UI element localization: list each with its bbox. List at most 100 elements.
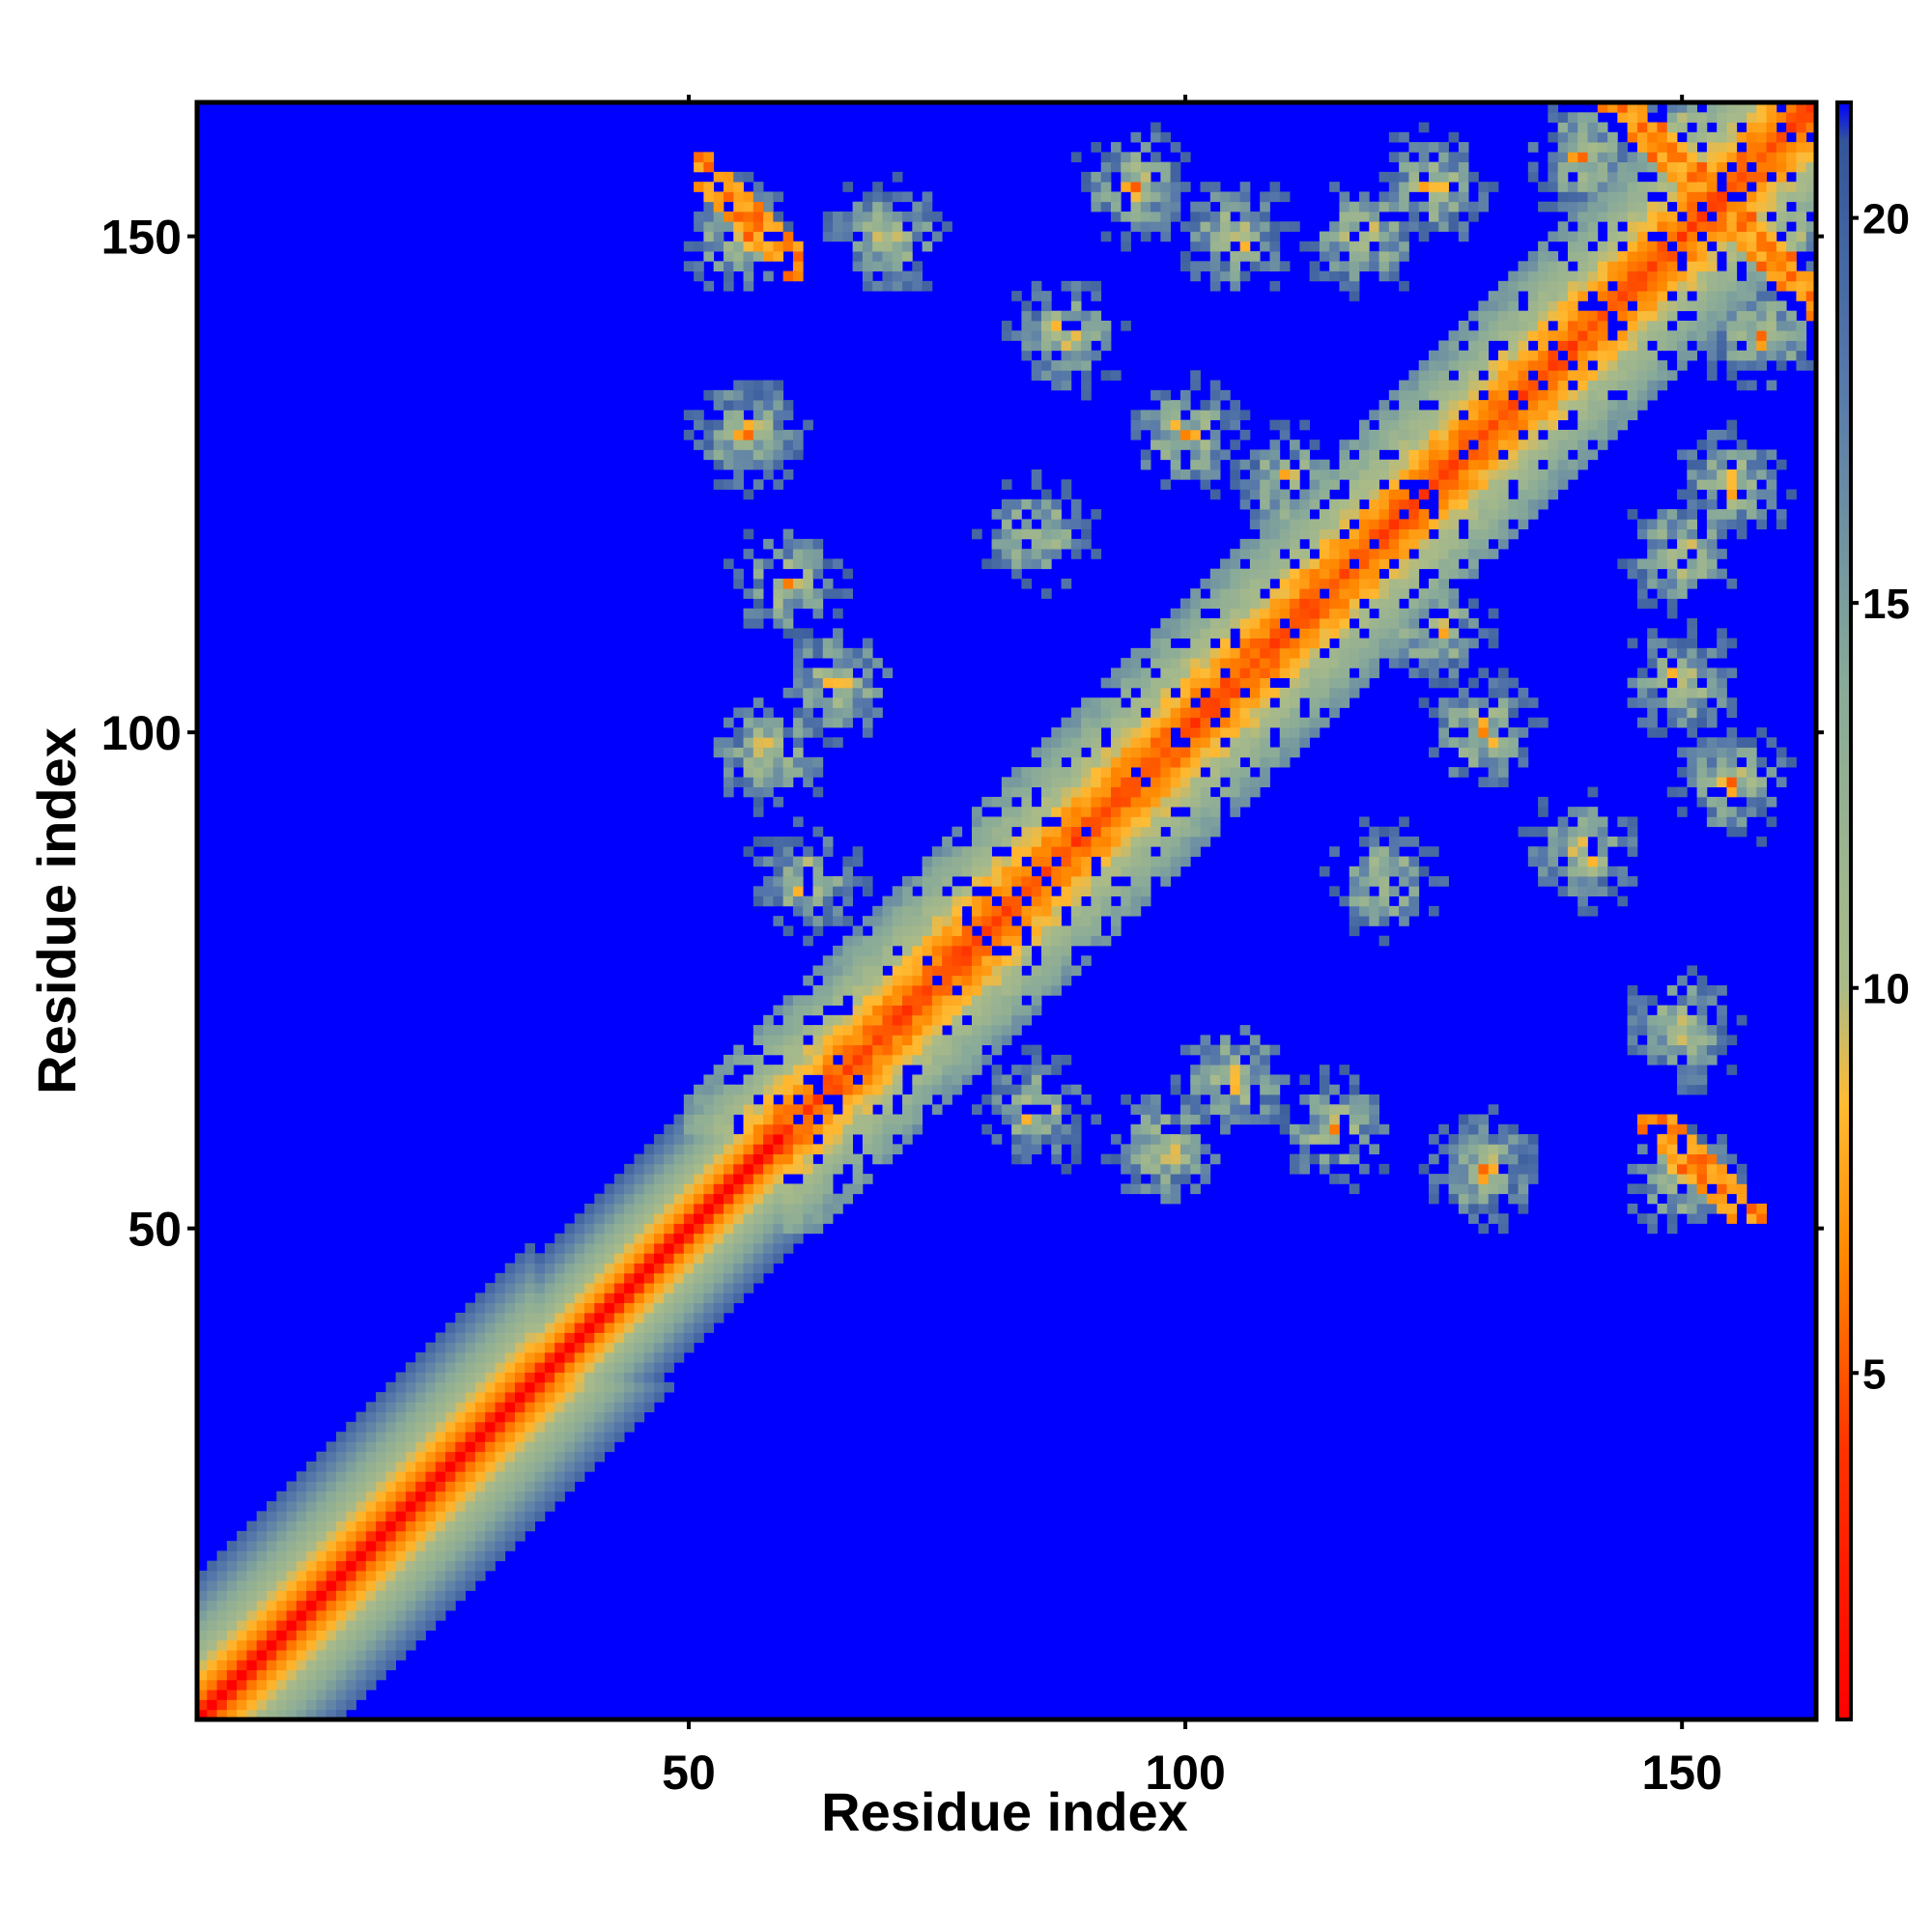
- heatmap-cell: [792, 558, 804, 570]
- heatmap-cell: [1319, 241, 1330, 252]
- heatmap-cell: [1359, 1163, 1370, 1175]
- heatmap-cell: [1061, 479, 1072, 490]
- heatmap-cell: [1100, 340, 1112, 352]
- heatmap-cell: [1130, 171, 1142, 183]
- heatmap-cell: [991, 816, 1003, 828]
- heatmap-cell: [713, 1114, 724, 1125]
- heatmap-cell: [922, 886, 933, 896]
- heatmap-cell: [1428, 142, 1439, 153]
- heatmap-cell: [812, 1144, 824, 1155]
- heatmap-cell: [1518, 1174, 1529, 1184]
- heatmap-cell: [594, 1381, 605, 1393]
- heatmap-cell: [1130, 777, 1142, 788]
- heatmap-cell: [584, 1312, 595, 1323]
- heatmap-cell: [1160, 767, 1172, 778]
- heatmap-cell: [882, 668, 894, 679]
- heatmap-cell: [931, 995, 943, 1006]
- heatmap-cell: [1040, 549, 1052, 559]
- heatmap-cell: [1110, 826, 1122, 838]
- heatmap-cell: [1428, 1193, 1439, 1205]
- heatmap-cell: [326, 1550, 337, 1562]
- heatmap-cell: [544, 1372, 555, 1383]
- heatmap-cell: [1260, 1054, 1270, 1065]
- heatmap-cell: [733, 380, 744, 391]
- heatmap-cell: [1428, 538, 1439, 550]
- heatmap-cell: [465, 1550, 476, 1562]
- heatmap-cell: [1040, 370, 1052, 381]
- heatmap-cell: [1151, 717, 1161, 728]
- heatmap-cell: [872, 1065, 883, 1075]
- heatmap-cell: [515, 1312, 526, 1323]
- heatmap-cell: [1051, 1144, 1062, 1155]
- heatmap-cell: [753, 1153, 764, 1165]
- heatmap-cell: [1200, 1054, 1211, 1065]
- heatmap-cell: [1269, 280, 1281, 292]
- heatmap-cell: [931, 846, 943, 857]
- heatmap-cell: [216, 1630, 228, 1641]
- heatmap-cell: [812, 717, 824, 728]
- heatmap-cell: [1230, 717, 1241, 728]
- heatmap-cell: [1290, 498, 1300, 510]
- heatmap-cell: [753, 1174, 764, 1184]
- heatmap-cell: [713, 449, 724, 461]
- heatmap-cell: [1309, 647, 1321, 659]
- heatmap-cell: [1458, 330, 1469, 341]
- heatmap-cell: [256, 1690, 268, 1700]
- heatmap-cell: [1438, 419, 1449, 431]
- heatmap-cell: [763, 1014, 774, 1026]
- heatmap-cell: [1021, 528, 1033, 540]
- heatmap-cell: [1458, 320, 1469, 331]
- heatmap-cell: [1200, 469, 1211, 480]
- heatmap-cell: [1151, 697, 1161, 708]
- heatmap-cell: [346, 1481, 356, 1492]
- heatmap-cell: [1040, 985, 1052, 996]
- heatmap-cell: [1388, 469, 1400, 480]
- heatmap-cell: [812, 638, 824, 649]
- heatmap-cell: [286, 1560, 298, 1572]
- heatmap-cell: [1001, 786, 1012, 798]
- heatmap-cell: [1200, 182, 1211, 192]
- heatmap-cell: [554, 1322, 565, 1333]
- heatmap-cell: [733, 737, 744, 748]
- heatmap-cell: [554, 1332, 565, 1344]
- heatmap-cell: [723, 1183, 734, 1195]
- heatmap-cell: [1170, 211, 1181, 222]
- heatmap-cell: [1170, 1144, 1181, 1155]
- heatmap-cell: [653, 1381, 665, 1393]
- heatmap-cell: [1209, 231, 1221, 242]
- heatmap-cell: [1290, 469, 1300, 480]
- heatmap-cell: [515, 1253, 526, 1264]
- heatmap-cell: [624, 1421, 635, 1433]
- heatmap-cell: [812, 1005, 824, 1016]
- heatmap-cell: [1378, 935, 1390, 947]
- heatmap-cell: [792, 241, 804, 252]
- heatmap-cell: [1349, 1074, 1360, 1086]
- heatmap-cell: [931, 856, 943, 867]
- heatmap-cell: [1468, 677, 1479, 689]
- heatmap-cell: [564, 1332, 576, 1344]
- heatmap-cell: [922, 905, 933, 917]
- heatmap-cell: [346, 1461, 356, 1472]
- heatmap-cell: [1538, 469, 1548, 480]
- heatmap-cell: [564, 1342, 576, 1353]
- heatmap-cell: [822, 1213, 834, 1224]
- heatmap-cell: [594, 1421, 605, 1433]
- heatmap-cell: [1299, 449, 1311, 461]
- heatmap-cell: [405, 1432, 416, 1442]
- heatmap-cell: [743, 440, 754, 450]
- heatmap-cell: [395, 1630, 407, 1641]
- heatmap-cell: [1220, 191, 1231, 203]
- heatmap-cell: [455, 1590, 467, 1602]
- heatmap-cell: [822, 1035, 834, 1046]
- heatmap-cell: [852, 211, 864, 222]
- heatmap-cell: [792, 905, 804, 917]
- heatmap-cell: [1051, 320, 1062, 331]
- heatmap-cell: [653, 1283, 665, 1293]
- heatmap-cell: [792, 270, 804, 282]
- heatmap-cell: [1279, 1123, 1291, 1135]
- heatmap-cell: [554, 1293, 565, 1304]
- heatmap-cell: [1130, 727, 1142, 738]
- heatmap-cell: [961, 945, 973, 956]
- heatmap-cell: [335, 1639, 347, 1651]
- heatmap-cell: [1269, 1074, 1281, 1086]
